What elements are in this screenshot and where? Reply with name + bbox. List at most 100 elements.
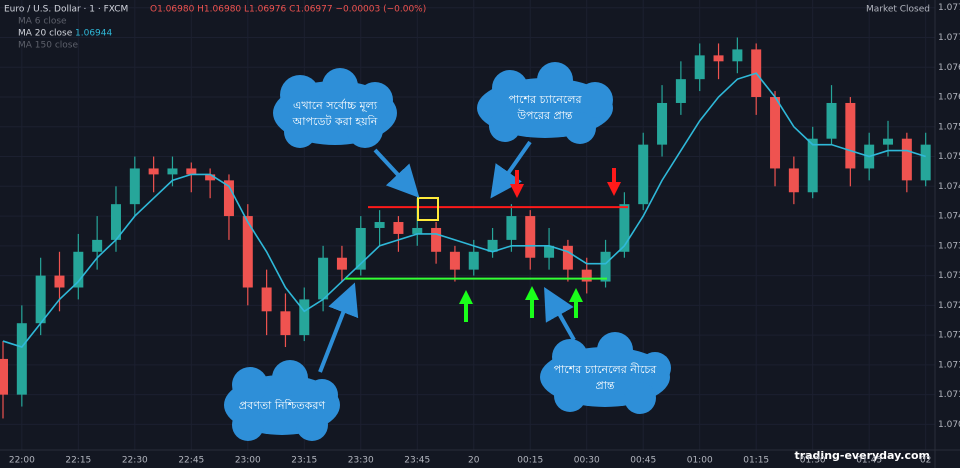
green-arrows: [459, 286, 583, 322]
x-tick-label: 23:45: [404, 456, 430, 466]
y-tick-label: 1.07200: [938, 331, 960, 341]
candle-body: [73, 251, 84, 288]
x-tick-label: 22:00: [9, 456, 35, 466]
legend-entry[interactable]: MA 20 close: [18, 29, 73, 39]
y-tick-label: 1.07250: [938, 301, 960, 311]
y-tick-label: 1.07500: [938, 152, 960, 162]
candle-body: [167, 168, 178, 175]
candle-body: [694, 55, 705, 80]
legend-hidden[interactable]: MA 150 close: [18, 41, 78, 51]
candle-body: [280, 311, 291, 336]
candle-body: [223, 180, 234, 217]
candle-body: [920, 144, 931, 181]
x-tick-label: 01:30: [800, 456, 826, 466]
y-tick-label: 1.07100: [938, 390, 960, 400]
y-tick-label: 1.07600: [938, 93, 960, 103]
x-tick-label: 01:15: [743, 456, 769, 466]
candle-body: [412, 227, 423, 234]
x-tick-label: 23:15: [291, 456, 317, 466]
callout-text: পাশের চ্যানেলের: [508, 93, 582, 106]
y-tick-label: 1.07050: [938, 420, 960, 430]
candle-body: [54, 275, 65, 288]
candle-body: [826, 102, 837, 139]
candle-body: [129, 168, 140, 205]
candle-body: [468, 251, 479, 270]
candle-body: [638, 144, 649, 205]
candle-body: [732, 49, 743, 62]
y-tick-label: 1.07300: [938, 271, 960, 281]
candle-body: [449, 251, 460, 270]
y-tick-label: 1.07700: [938, 33, 960, 43]
highlight-box: [417, 197, 439, 221]
candle-body: [807, 138, 818, 193]
candle-body: [770, 97, 781, 169]
candle-body: [336, 257, 347, 270]
watermark: trading-everyday.com: [794, 449, 930, 462]
market-status: Market Closed: [866, 5, 930, 15]
y-tick-label: 1.07750: [938, 3, 960, 13]
x-tick-label: 00:15: [517, 456, 543, 466]
candle-body: [901, 138, 912, 181]
x-tick-label: 01:00: [687, 456, 713, 466]
x-tick-label: 22:15: [65, 456, 91, 466]
pointer-arrows: [318, 140, 576, 373]
candle-body: [713, 55, 724, 62]
callout-cloud: [540, 332, 671, 414]
candle-body: [544, 245, 555, 258]
candle-body: [657, 102, 668, 145]
x-tick-label: 20: [468, 456, 480, 466]
y-tick-label: 1.07400: [938, 212, 960, 222]
plot-area: [0, 37, 931, 419]
candle-body: [619, 204, 630, 252]
legend-hidden[interactable]: MA 6 close: [18, 17, 67, 27]
x-tick-label: 23:30: [348, 456, 374, 466]
candle-body: [675, 79, 686, 103]
candle-body: [374, 222, 385, 228]
ma-line: [2, 72, 926, 348]
candle-body: [525, 216, 536, 258]
callout-text: আপডেট করা হয়নি: [292, 115, 378, 128]
candle-body: [148, 168, 159, 175]
y-tick-label: 1.07650: [938, 63, 960, 73]
candle-body: [110, 204, 121, 240]
candle-body: [35, 275, 46, 324]
callout-cloud: [224, 360, 340, 441]
callout-cloud: [477, 62, 613, 144]
x-tick-label: 00:45: [630, 456, 656, 466]
x-tick-label: 00:30: [574, 456, 600, 466]
callout-text: এখানে সর্বোচ্চ মূল্য: [293, 99, 378, 112]
candle-body: [355, 227, 366, 270]
candle-body: [16, 323, 27, 395]
candle-body: [92, 239, 103, 252]
y-tick-label: 1.07150: [938, 360, 960, 370]
callout-text: প্রান্ত: [596, 379, 615, 392]
candle-body: [562, 245, 573, 270]
candle-body: [600, 251, 611, 282]
candle-body: [261, 287, 272, 312]
x-tick-label: 22:45: [178, 456, 204, 466]
candle-body: [318, 257, 329, 300]
callout-text: প্রবণতা নিশ্চিতকরণ: [239, 399, 326, 412]
candle-body: [845, 102, 856, 169]
x-tick-label: 02: [920, 456, 931, 466]
ohlc-readout: O1.06980 H1.06980 L1.06976 C1.06977 −0.0…: [150, 5, 426, 15]
candle-body: [788, 168, 799, 193]
x-tick-label: 01:45: [856, 456, 882, 466]
candle-body: [506, 216, 517, 240]
y-tick-label: 1.07450: [938, 182, 960, 192]
y-tick-label: 1.07550: [938, 122, 960, 132]
x-tick-label: 23:00: [235, 456, 261, 466]
y-tick-label: 1.07350: [938, 241, 960, 251]
x-tick-label: 22:30: [122, 456, 148, 466]
callout-cloud: [273, 68, 397, 148]
callout-text: উপরের প্রান্ত: [516, 109, 572, 122]
symbol-title: Euro / U.S. Dollar · 1 · FXCM: [4, 5, 128, 15]
red-arrows: [510, 168, 621, 198]
levels: [345, 206, 628, 280]
candle-body: [299, 299, 310, 336]
legend-value: 1.06944: [75, 29, 112, 39]
candle-body: [186, 168, 197, 175]
candle-body: [581, 269, 592, 282]
